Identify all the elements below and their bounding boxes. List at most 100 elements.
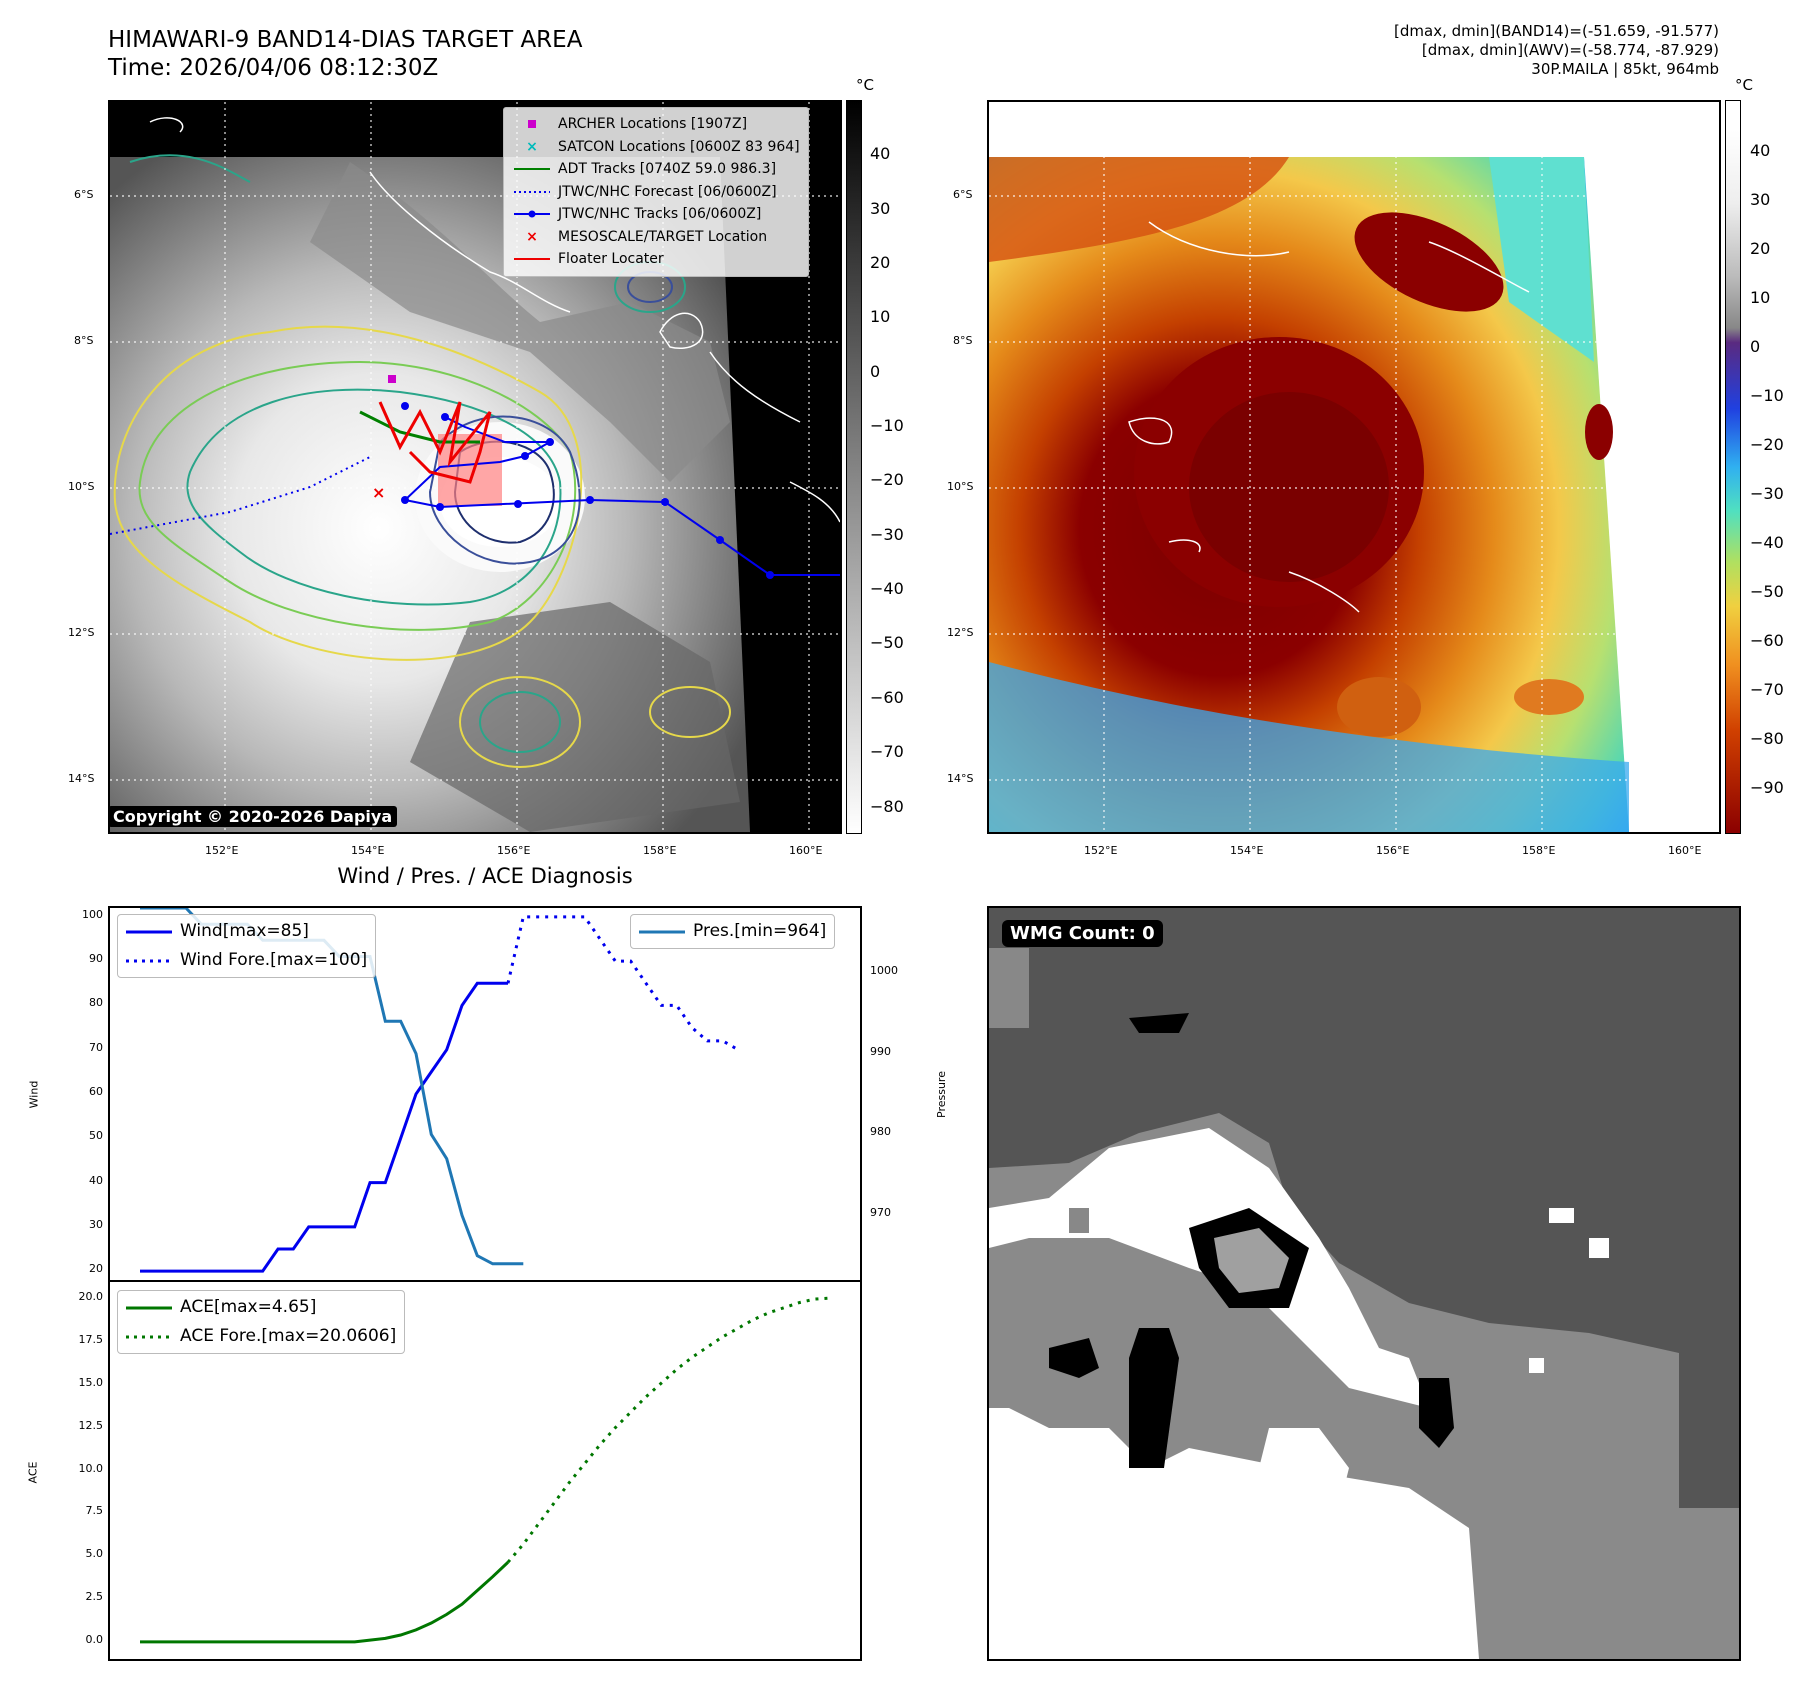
lon-label: 154°E	[1230, 844, 1264, 857]
wind-legend: Wind[max=85] Wind Fore.[max=100]	[117, 914, 377, 978]
pressure-axis-label: Pressure	[934, 1071, 948, 1118]
cb-right-tick: −10	[1750, 386, 1784, 405]
lon-label: 160°E	[1668, 844, 1702, 857]
lat-label: 14°S	[68, 772, 95, 785]
legend-jtwc-forecast: JTWC/NHC Forecast [06/0600Z]	[514, 183, 777, 200]
wind-ytick: 60	[89, 1085, 103, 1098]
floater-locater	[378, 401, 492, 484]
cb-left-tick: 0	[870, 362, 881, 381]
cb-right-tick: 40	[1750, 141, 1771, 160]
cb-left-tick: 10	[870, 307, 891, 326]
ace-ytick: 7.5	[85, 1504, 104, 1518]
lat-label: 8°S	[74, 334, 94, 347]
cb-left-tick: −20	[870, 470, 904, 489]
wind-forecast-line	[506, 915, 739, 1052]
cb-right-tick: −40	[1750, 533, 1784, 552]
cb-left-tick: −10	[870, 416, 904, 435]
jtwc-forecast-track	[110, 456, 371, 535]
wind-ytick: 80	[89, 996, 103, 1010]
archer-marker	[388, 375, 396, 383]
cb-left-tick: −70	[870, 742, 904, 761]
lon-label: 152°E	[1084, 844, 1118, 857]
ir-satellite-map: ×	[108, 100, 842, 834]
wmg-count-badge: WMG Count: 0	[1002, 920, 1163, 947]
colorbar-right	[1725, 100, 1741, 834]
cb-right-tick: 10	[1750, 288, 1771, 307]
cb-right-tick: −50	[1750, 582, 1784, 601]
ace-ytick: 5.0	[85, 1547, 104, 1561]
cb-right-tick: −70	[1750, 680, 1784, 699]
storm-name-intensity: 30P.MAILA | 85kt, 964mb	[1531, 60, 1719, 78]
pressure-ytick: 980	[870, 1125, 891, 1139]
ace-forecast-line	[506, 1296, 831, 1564]
legend-pressure: Pres.[min=964]	[639, 921, 827, 941]
colorbar-right-unit: °C	[1735, 76, 1753, 94]
legend-ace: ACE[max=4.65]	[126, 1297, 317, 1317]
cb-left-tick: −60	[870, 688, 904, 707]
wmg-classification-image	[989, 908, 1739, 1659]
legend-wind-forecast: Wind Fore.[max=100]	[126, 950, 368, 970]
lat-label: 12°S	[947, 626, 974, 639]
wind-ytick: 90	[89, 952, 103, 966]
wind-line	[140, 981, 508, 1273]
legend-adt: ADT Tracks [0740Z 59.0 986.3]	[514, 161, 777, 177]
lon-label: 156°E	[497, 844, 531, 857]
target-marker: ×	[372, 483, 385, 502]
legend-jtwc-tracks: JTWC/NHC Tracks [06/0600Z]	[512, 203, 800, 226]
legend-ace-forecast: ACE Fore.[max=20.0606]	[126, 1326, 397, 1346]
cb-left-tick: −50	[870, 633, 904, 652]
lon-label: 156°E	[1376, 844, 1410, 857]
ace-ytick: 10.0	[78, 1461, 104, 1475]
wind-ytick: 70	[89, 1040, 103, 1054]
cb-left-tick: 30	[870, 199, 891, 218]
cb-right-tick: 0	[1750, 337, 1761, 356]
wind-ytick: 30	[89, 1217, 103, 1231]
cb-right-tick: −90	[1750, 778, 1784, 797]
colorbar-left	[846, 100, 862, 834]
wmg-panel	[987, 906, 1741, 1661]
cb-left-tick: −80	[870, 797, 904, 816]
lon-label: 158°E	[643, 844, 677, 857]
pressure-ytick: 970	[870, 1206, 891, 1220]
figure-title: HIMAWARI-9 BAND14-DIAS TARGET AREA Time: …	[108, 27, 583, 81]
diagnosis-title: Wind / Pres. / ACE Diagnosis	[337, 864, 633, 888]
ace-ytick: 2.5	[85, 1590, 104, 1604]
lat-label: 6°S	[74, 188, 94, 201]
ace-line	[140, 1561, 510, 1644]
ace-axis-label: ACE	[26, 1461, 40, 1484]
cb-right-tick: −30	[1750, 484, 1784, 503]
jtwc-track-points	[401, 402, 774, 579]
colorbar-left-unit: °C	[856, 76, 874, 94]
ace-ytick: 12.5	[78, 1418, 104, 1432]
legend-target: × MESOSCALE/TARGET Location	[526, 228, 768, 245]
pressure-ytick: 1000	[870, 963, 898, 977]
cb-right-tick: 20	[1750, 239, 1771, 258]
storm-info: [dmax, dmin](BAND14)=(-51.659, -91.577) …	[1394, 22, 1719, 79]
wind-axis-label: Wind	[27, 1080, 41, 1109]
cb-right-tick: 30	[1750, 190, 1771, 209]
lat-label: 10°S	[68, 480, 95, 493]
lat-label: 10°S	[947, 480, 974, 493]
lat-label: 8°S	[953, 334, 973, 347]
copyright-label: Copyright © 2020-2026 Dapiya	[108, 806, 398, 827]
lat-label: 14°S	[947, 772, 974, 785]
jtwc-track	[402, 416, 840, 576]
lat-label: 12°S	[68, 626, 95, 639]
legend-floater: Floater Locater	[514, 251, 664, 267]
legend-satcon: × SATCON Locations [0600Z 83 964]	[526, 138, 800, 155]
lon-label: 158°E	[1522, 844, 1556, 857]
ace-ytick: 15.0	[78, 1375, 104, 1389]
adt-track	[359, 410, 480, 444]
wind-ytick: 100	[82, 907, 103, 921]
legend-archer: ARCHER Locations [1907Z]	[512, 113, 800, 136]
ace-panel	[108, 1280, 862, 1661]
ace-ytick: 0.0	[85, 1632, 104, 1646]
legend-wind: Wind[max=85]	[126, 921, 309, 941]
cb-right-tick: −60	[1750, 631, 1784, 650]
ir-image: ×	[110, 102, 840, 832]
band14-range: [dmax, dmin](BAND14)=(-51.659, -91.577)	[1394, 22, 1719, 40]
pressure-legend: Pres.[min=964]	[630, 914, 836, 949]
cb-left-tick: 20	[870, 253, 891, 272]
ace-legend: ACE[max=4.65] ACE Fore.[max=20.0606]	[117, 1290, 406, 1354]
cb-right-tick: −20	[1750, 435, 1784, 454]
